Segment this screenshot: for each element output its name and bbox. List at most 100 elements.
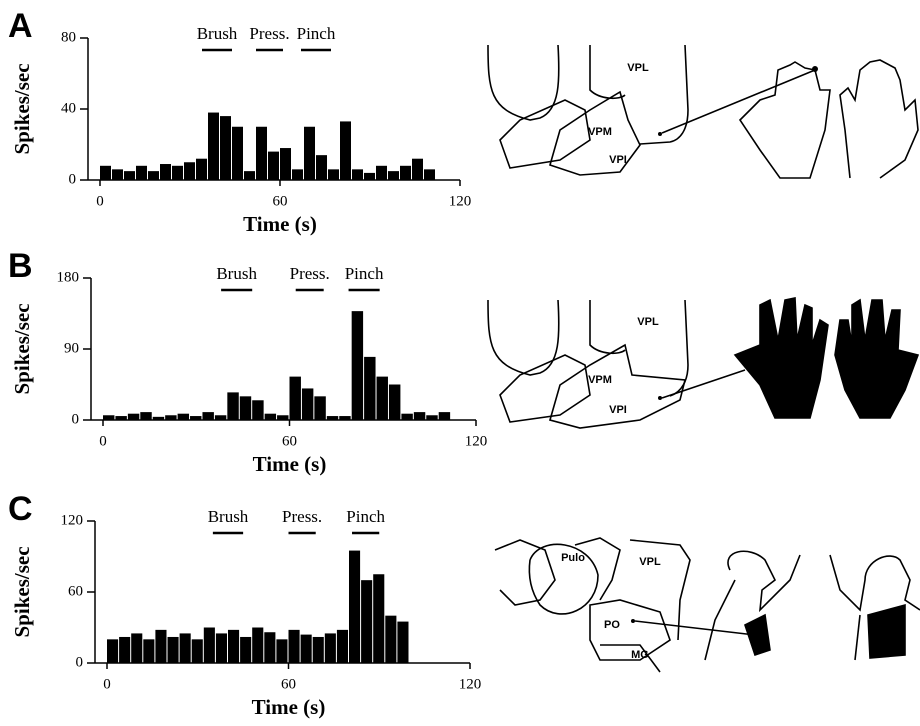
stimulus-label: Brush bbox=[208, 507, 249, 526]
histogram-bar bbox=[131, 633, 142, 663]
histogram-bar bbox=[352, 169, 363, 180]
histogram-bar bbox=[304, 127, 315, 180]
histogram-bar bbox=[227, 392, 238, 420]
histogram-bar bbox=[376, 166, 387, 180]
histogram-bar bbox=[204, 628, 215, 664]
region-label: VPL bbox=[637, 316, 659, 328]
y-tick-label: 0 bbox=[69, 171, 77, 187]
histogram-bar bbox=[202, 412, 213, 420]
histogram-bar bbox=[314, 396, 325, 420]
histogram-bar bbox=[192, 639, 203, 663]
histogram-bar bbox=[364, 173, 375, 180]
histogram-bar bbox=[148, 171, 159, 180]
histogram-bar bbox=[112, 169, 123, 180]
histogram-bar bbox=[124, 171, 135, 180]
histogram-bar bbox=[280, 148, 291, 180]
y-tick-label: 60 bbox=[68, 583, 83, 599]
stimulus-label: Pinch bbox=[345, 264, 384, 283]
histogram-bar bbox=[289, 630, 300, 663]
stimulus-label: Pinch bbox=[297, 24, 336, 43]
panel-letter: C bbox=[8, 490, 33, 528]
histogram-bar bbox=[103, 415, 114, 420]
stimulus-label: Press. bbox=[249, 24, 289, 43]
histogram-bar bbox=[220, 116, 231, 180]
histogram-bar bbox=[364, 357, 375, 420]
x-axis-label: Time (s) bbox=[252, 695, 326, 719]
histogram-bar bbox=[268, 152, 279, 180]
region-label: VPL bbox=[627, 62, 649, 74]
histogram-bar bbox=[160, 164, 171, 180]
thalamus-sketch bbox=[488, 45, 918, 178]
y-tick-label: 90 bbox=[64, 340, 79, 356]
histogram-bar bbox=[400, 166, 411, 180]
histogram-bar bbox=[276, 639, 287, 663]
histogram-bar bbox=[240, 637, 251, 663]
histogram-bar bbox=[153, 417, 164, 420]
y-axis-label: Spikes/sec bbox=[10, 303, 34, 394]
histogram-bar bbox=[388, 171, 399, 180]
brain-monkey-sketch bbox=[495, 538, 920, 672]
histogram-bar bbox=[168, 637, 179, 663]
y-tick-label: 40 bbox=[61, 100, 76, 116]
figure: A 0 40 80 0 60 120 Spikes/sec Time (s) Brush Press… bbox=[0, 0, 920, 726]
histogram-bar bbox=[240, 396, 251, 420]
x-tick-label: 60 bbox=[282, 433, 297, 449]
thalamus-sketch bbox=[488, 298, 918, 428]
y-tick-label: 0 bbox=[76, 654, 84, 670]
histogram-bar bbox=[252, 628, 263, 664]
histogram-bar bbox=[340, 121, 351, 180]
region-label: VPM bbox=[588, 374, 612, 386]
histogram-bar bbox=[352, 311, 363, 420]
histogram-bar bbox=[256, 127, 267, 180]
histogram-bar bbox=[140, 412, 151, 420]
histogram-bar bbox=[439, 412, 450, 420]
y-axis-label: Spikes/sec bbox=[10, 546, 34, 637]
x-tick-label: 0 bbox=[96, 193, 104, 209]
histogram-bar bbox=[290, 377, 301, 420]
x-axis-label: Time (s) bbox=[253, 452, 327, 476]
y-tick-label: 80 bbox=[61, 29, 76, 45]
histogram-bar bbox=[172, 166, 183, 180]
histogram-bar bbox=[339, 416, 350, 420]
histogram-bar bbox=[180, 633, 191, 663]
histogram-bar bbox=[184, 162, 195, 180]
stimulus-label: Brush bbox=[197, 24, 238, 43]
stimulus-label: Press. bbox=[290, 264, 330, 283]
panel-letter: A bbox=[8, 7, 33, 45]
histogram-bar bbox=[136, 166, 147, 180]
histogram-bar bbox=[107, 639, 118, 663]
histogram-bar bbox=[292, 169, 303, 180]
region-label: PO bbox=[604, 619, 620, 631]
region-label: VPL bbox=[639, 556, 661, 568]
histogram-bar bbox=[325, 633, 336, 663]
histogram-bar bbox=[190, 416, 201, 420]
x-tick-label: 120 bbox=[449, 193, 472, 209]
stimulus-label: Pinch bbox=[346, 507, 385, 526]
histogram-bar bbox=[143, 639, 154, 663]
histogram-bar bbox=[412, 159, 423, 180]
region-label: Pulo bbox=[561, 552, 585, 564]
histogram-bar bbox=[337, 630, 348, 663]
x-tick-label: 120 bbox=[465, 433, 488, 449]
histogram-bar bbox=[316, 155, 327, 180]
histogram-bar bbox=[426, 415, 437, 420]
x-axis-label: Time (s) bbox=[243, 212, 317, 236]
histogram-bar bbox=[361, 580, 372, 663]
x-tick-label: 0 bbox=[99, 433, 107, 449]
histogram-bar bbox=[373, 574, 384, 663]
region-label: VPI bbox=[609, 404, 627, 416]
histogram-bar bbox=[119, 637, 130, 663]
histogram-bar bbox=[397, 622, 408, 663]
x-tick-label: 120 bbox=[459, 676, 482, 692]
histogram-bar bbox=[178, 414, 189, 420]
region-label: VPI bbox=[609, 154, 627, 166]
x-tick-label: 60 bbox=[281, 676, 296, 692]
histogram-bar bbox=[228, 630, 239, 663]
stimulus-label: Press. bbox=[282, 507, 322, 526]
histogram-bar bbox=[377, 377, 388, 420]
x-tick-label: 60 bbox=[273, 193, 288, 209]
region-label: VPM bbox=[588, 126, 612, 138]
histogram-bar bbox=[349, 551, 360, 663]
region-label: MG bbox=[631, 649, 649, 661]
x-tick-label: 0 bbox=[103, 676, 111, 692]
